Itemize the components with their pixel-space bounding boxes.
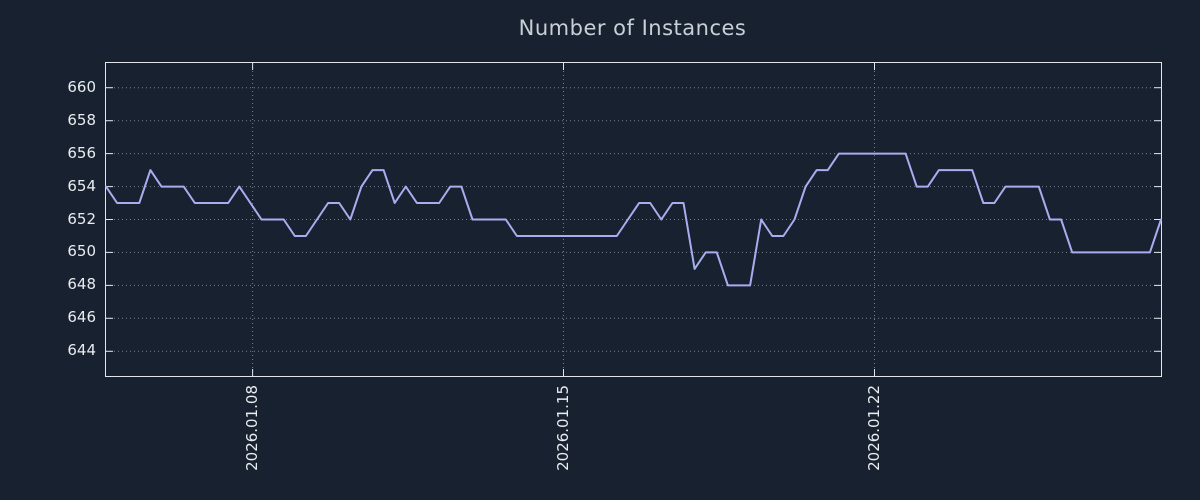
data-series-line — [105, 152, 1162, 287]
y-tick-label: 650 — [67, 242, 96, 261]
x-tick-label: 2026.01.22 — [864, 385, 883, 471]
y-tick-label: 654 — [67, 176, 96, 195]
line-chart-svg — [105, 63, 1162, 376]
y-tick-label: 652 — [67, 209, 96, 228]
x-tick-label: 2026.01.08 — [242, 385, 261, 471]
y-tick-label: 648 — [67, 275, 96, 294]
y-tick-label: 660 — [67, 77, 96, 96]
y-tick-label: 644 — [67, 341, 96, 360]
x-tick-label: 2026.01.15 — [553, 385, 572, 471]
y-tick-label: 646 — [67, 308, 96, 327]
chart-title: Number of Instances — [518, 16, 747, 40]
y-tick-label: 656 — [67, 143, 96, 162]
plot-area — [105, 62, 1162, 377]
y-tick-label: 658 — [67, 110, 96, 129]
